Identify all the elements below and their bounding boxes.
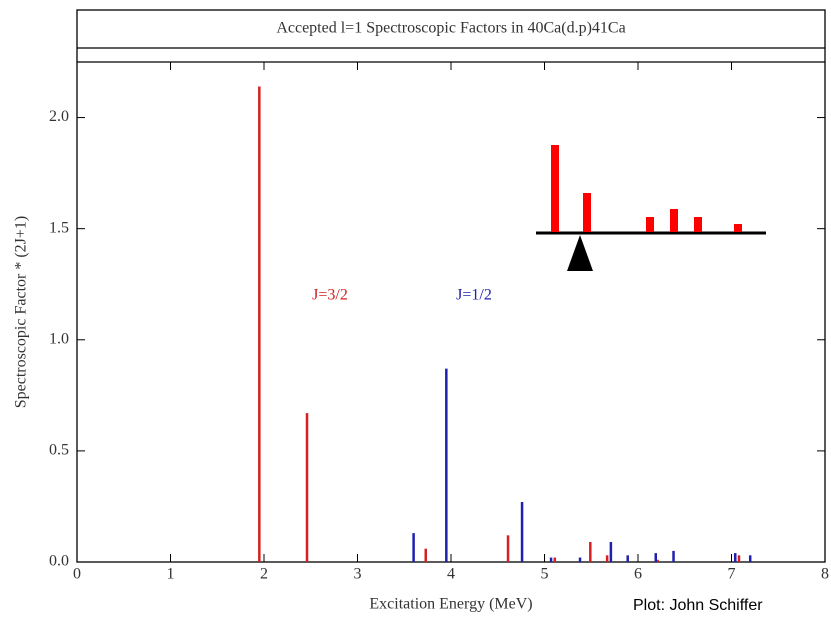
x-tick-label: 8 [821, 566, 829, 583]
y-tick-label: 1.5 [49, 219, 69, 236]
x-tick-label: 2 [260, 566, 268, 583]
y-tick-label: 1.0 [49, 330, 69, 347]
weight [646, 217, 654, 232]
credit: Plot: John Schiffer [633, 597, 763, 614]
x-tick-label: 7 [728, 566, 736, 583]
x-tick-label: 0 [73, 566, 81, 583]
chart-title: Accepted l=1 Spectroscopic Factors in 40… [276, 20, 625, 37]
fulcrum [567, 235, 593, 271]
x-tick-label: 6 [634, 566, 642, 583]
x-tick-label: 4 [447, 566, 455, 583]
series-label: J=1/2 [456, 287, 492, 304]
weight [670, 209, 678, 232]
y-tick-label: 0.5 [49, 442, 69, 459]
weight [583, 193, 591, 232]
weight [551, 145, 559, 232]
x-tick-label: 5 [541, 566, 549, 583]
series-label: J=3/2 [312, 287, 348, 304]
y-tick-label: 0.0 [49, 553, 69, 570]
y-tick-label: 2.0 [49, 108, 69, 125]
y-axis-label: Spectroscopic Factor * (2J+1) [13, 216, 30, 409]
balance-illustration [536, 145, 766, 271]
x-tick-label: 3 [354, 566, 362, 583]
x-tick-label: 1 [167, 566, 175, 583]
weight [734, 224, 742, 232]
plot-frame [76, 9, 826, 563]
x-axis-label: Excitation Energy (MeV) [369, 596, 532, 613]
weight [694, 217, 702, 232]
